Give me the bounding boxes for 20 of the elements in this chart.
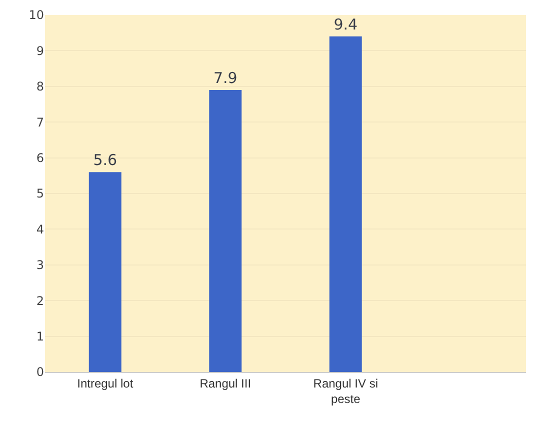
y-tick-label: 6	[36, 151, 44, 165]
y-tick-label: 4	[36, 222, 44, 236]
y-tick-label: 5	[36, 186, 44, 201]
y-tick-label: 9	[36, 44, 44, 58]
bar	[329, 36, 362, 372]
y-tick-label: 3	[36, 258, 44, 272]
data-label: 5.6	[93, 151, 118, 170]
y-tick-label: 8	[36, 80, 44, 94]
x-tick-label: Rangul IV si peste	[313, 376, 378, 406]
data-label: 7.9	[213, 68, 238, 87]
y-tick-label: 10	[28, 8, 44, 22]
y-tick-label: 1	[36, 330, 44, 344]
y-tick-label: 2	[36, 294, 44, 308]
bar	[209, 90, 242, 372]
data-label: 9.4	[334, 15, 358, 34]
x-tick-label: Rangul III	[200, 376, 252, 390]
y-tick-label: 0	[36, 365, 44, 380]
bar	[88, 172, 122, 372]
x-tick-label: Intregul lot	[77, 376, 134, 390]
y-tick-label: 7	[36, 115, 44, 130]
